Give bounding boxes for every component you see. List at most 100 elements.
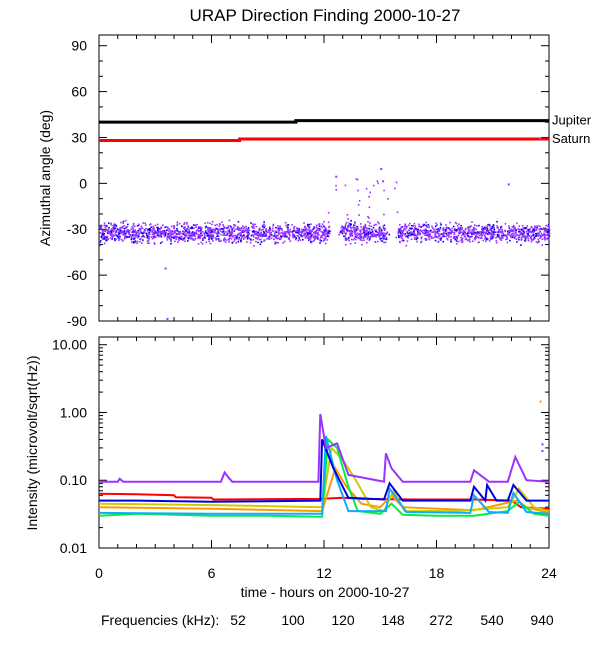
azimuth-point	[354, 242, 357, 244]
azimuth-point	[535, 233, 537, 235]
azimuth-point	[274, 232, 276, 235]
azimuth-point	[107, 228, 110, 231]
azimuth-point	[356, 229, 359, 231]
azimuth-point	[183, 223, 185, 226]
azimuth-point	[308, 232, 311, 235]
azimuth-point	[153, 235, 156, 238]
azimuth-point	[545, 231, 547, 233]
azimuth-point	[113, 230, 115, 233]
azimuth-point	[344, 223, 347, 225]
azimuth-point	[381, 235, 384, 238]
azimuth-point	[145, 232, 148, 235]
azimuth-point	[382, 237, 385, 239]
azimuth-point	[367, 231, 370, 233]
azimuth-point	[384, 238, 387, 240]
azimuth-point	[470, 235, 472, 238]
azimuth-point	[258, 234, 261, 236]
azimuth-point	[527, 234, 529, 237]
azimuth-point	[285, 224, 287, 227]
azimuth-point	[469, 232, 472, 234]
azimuth-point	[512, 229, 515, 232]
azimuth-point	[534, 226, 536, 229]
azimuth-point	[237, 240, 240, 243]
azimuth-point	[284, 235, 286, 237]
azimuth-point	[482, 239, 485, 242]
azimuth-point	[262, 233, 265, 236]
azimuth-point	[361, 228, 364, 231]
azimuth-point	[141, 238, 144, 241]
azimuth-point	[378, 230, 381, 232]
azimuth-point	[172, 233, 175, 235]
azimuth-point	[268, 235, 271, 238]
azimuth-point	[286, 225, 289, 227]
azimuth-point	[445, 227, 448, 230]
azimuth-point	[198, 236, 200, 239]
azimuth-point	[523, 226, 525, 229]
azimuth-point	[163, 235, 166, 238]
azimuth-point	[533, 230, 536, 232]
azimuth-point	[111, 238, 113, 240]
azimuth-point	[242, 227, 245, 230]
azimuth-point	[177, 241, 179, 243]
azimuth-point	[422, 223, 425, 226]
azimuth-point	[299, 239, 302, 241]
azimuth-point	[328, 230, 331, 233]
azimuth-point	[369, 191, 372, 194]
intensity-outlier-point	[541, 443, 544, 446]
azimuth-point	[152, 231, 155, 234]
azimuth-point	[423, 229, 425, 231]
azimuth-point	[179, 238, 182, 240]
azimuth-point	[197, 230, 200, 233]
azimuth-point	[372, 235, 374, 238]
azimuth-point	[244, 230, 247, 232]
azimuth-point	[190, 232, 193, 235]
azimuth-point	[265, 229, 267, 232]
azimuth-point	[232, 241, 234, 243]
azimuth-point	[184, 235, 187, 237]
azimuth-point	[310, 233, 312, 236]
azimuth-point	[233, 223, 235, 226]
azimuth-point	[363, 228, 365, 230]
azimuth-point	[382, 238, 385, 240]
azimuth-point	[439, 226, 442, 229]
azimuth-point	[311, 229, 314, 231]
azimuth-point	[490, 235, 493, 238]
azimuth-point	[468, 239, 471, 241]
azimuth-point	[316, 232, 318, 235]
azimuth-point	[131, 234, 134, 236]
azimuth-point	[543, 227, 546, 230]
azimuth-point	[127, 229, 130, 232]
azimuth-point	[440, 237, 442, 240]
azimuth-point	[221, 221, 223, 223]
azimuth-point	[424, 230, 426, 233]
legend-entry-940: 940	[530, 612, 554, 628]
azimuth-point	[301, 235, 304, 237]
azimuth-point	[345, 233, 347, 236]
azimuth-point	[132, 228, 135, 231]
azimuth-point	[403, 225, 406, 228]
azimuth-point	[539, 225, 541, 228]
azimuth-point	[453, 237, 456, 239]
azimuth-point	[138, 232, 140, 234]
azimuth-point	[167, 233, 169, 235]
azimuth-point	[310, 235, 313, 237]
azimuth-point	[152, 229, 154, 231]
azimuth-point	[273, 234, 276, 237]
azimuth-point	[547, 223, 550, 226]
azimuth-point	[423, 232, 425, 235]
azimuth-point	[226, 233, 229, 235]
azimuth-point	[260, 229, 263, 231]
azimuth-point	[475, 225, 478, 227]
azimuth-point	[316, 229, 318, 231]
azimuth-point	[244, 226, 246, 229]
azimuth-point	[515, 229, 518, 231]
azimuth-point	[455, 229, 458, 231]
azimuth-point	[414, 225, 417, 227]
azimuth-point	[152, 235, 155, 237]
azimuth-point	[212, 240, 214, 242]
azimuth-point	[198, 234, 200, 236]
azimuth-point	[272, 235, 275, 238]
azimuth-point	[197, 237, 199, 239]
azimuth-point	[174, 232, 176, 235]
azimuth-point	[412, 232, 414, 234]
